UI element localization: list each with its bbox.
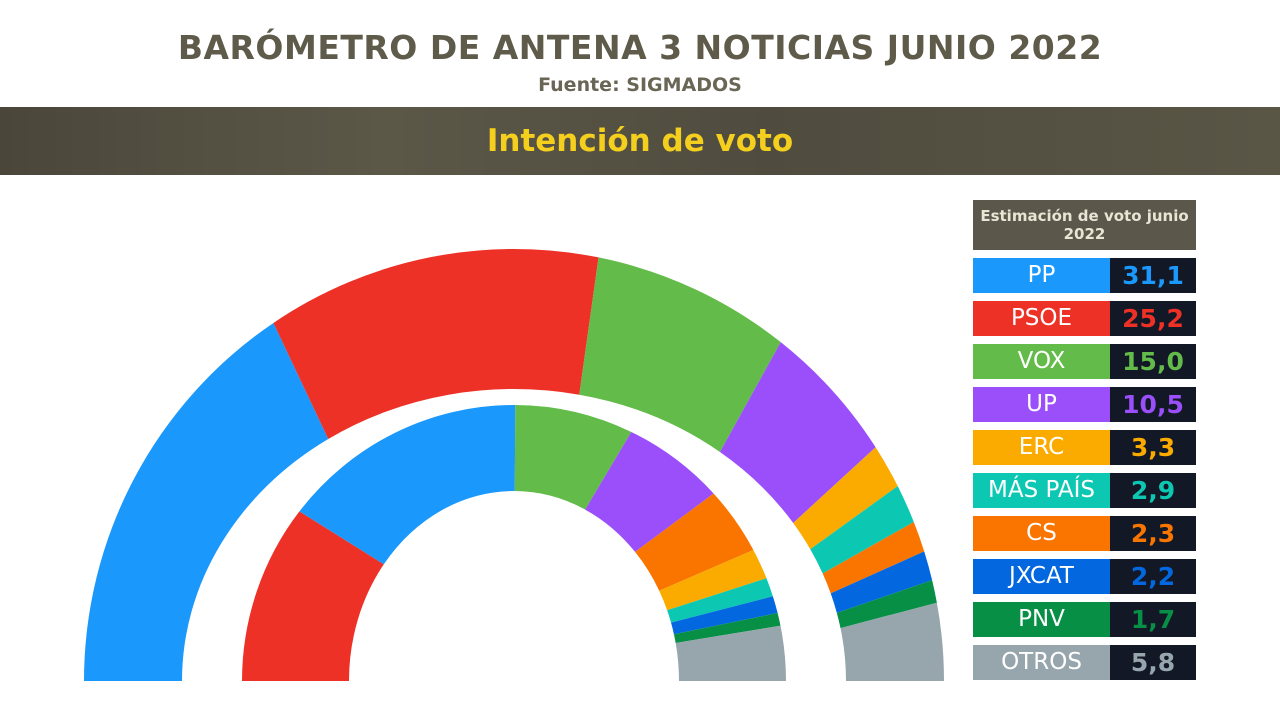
outer-segment-cs: [822, 521, 925, 594]
legend-row-otros: OTROS 5,8: [973, 645, 1196, 680]
chart-title: BARÓMETRO DE ANTENA 3 NOTICIAS JUNIO 202…: [177, 28, 1103, 67]
inner-segment-psoe: [242, 511, 384, 681]
double-donut-chart: [84, 249, 944, 681]
outer-segment-jxcat: [830, 551, 933, 613]
inner-segment-up: [585, 431, 714, 552]
legend-label: JXCAT: [973, 559, 1110, 594]
subtitle-band: Intención de voto: [0, 107, 1280, 175]
legend-label: VOX: [973, 344, 1110, 379]
inner-segment-erc: [659, 549, 767, 611]
legend-row-pp: PP 31,1: [973, 258, 1196, 293]
inner-segment-otros: [675, 625, 786, 681]
outer-segment-m-s-pa-s: [810, 486, 914, 574]
inner-segment-jxcat: [671, 596, 778, 635]
legend-value: 31,1: [1110, 258, 1196, 293]
legend-value: 2,3: [1110, 516, 1196, 551]
legend-row-up: UP 10,5: [973, 387, 1196, 422]
legend-value: 3,3: [1110, 430, 1196, 465]
legend-label: CS: [973, 516, 1110, 551]
legend-value: 2,2: [1110, 559, 1196, 594]
inner-segment-m-s-pa-s: [667, 578, 773, 623]
legend-label: PP: [973, 258, 1110, 293]
inner-segment-vox: [514, 405, 632, 510]
legend-value: 2,9: [1110, 473, 1196, 508]
legend-row-jxcat: JXCAT 2,2: [973, 559, 1196, 594]
inner-segment-pp: [299, 405, 516, 565]
source-label: Fuente: SIGMADOS: [538, 74, 742, 96]
legend-row-vox: VOX 15,0: [973, 344, 1196, 379]
legend-value: 25,2: [1110, 301, 1196, 336]
legend-value: 5,8: [1110, 645, 1196, 680]
inner-segment-cs: [635, 493, 754, 591]
outer-segment-psoe: [273, 249, 599, 439]
outer-segment-pp: [84, 322, 329, 681]
legend-row-cs: CS 2,3: [973, 516, 1196, 551]
outer-segment-vox: [579, 257, 781, 452]
legend-label: MÁS PAÍS: [973, 473, 1110, 508]
outer-segment-pnv: [836, 580, 937, 629]
outer-segment-otros: [840, 602, 944, 681]
chart-subtitle: Intención de voto: [486, 123, 794, 159]
legend-row-m-s-pa-s: MÁS PAÍS 2,9: [973, 473, 1196, 508]
legend-label: OTROS: [973, 645, 1110, 680]
legend-row-pnv: PNV 1,7: [973, 602, 1196, 637]
legend-label: ERC: [973, 430, 1110, 465]
outer-segment-up: [719, 342, 876, 523]
legend-row-erc: ERC 3,3: [973, 430, 1196, 465]
legend-value: 1,7: [1110, 602, 1196, 637]
legend-title: Estimación de voto junio 2022: [973, 200, 1196, 250]
outer-segment-erc: [793, 447, 898, 550]
legend-label: PNV: [973, 602, 1110, 637]
legend-value: 15,0: [1110, 344, 1196, 379]
legend-value: 10,5: [1110, 387, 1196, 422]
legend-table: Estimación de voto junio 2022 PP 31,1 PSOE…: [973, 200, 1196, 680]
inner-segment-pnv: [673, 613, 781, 643]
legend-row-psoe: PSOE 25,2: [973, 301, 1196, 336]
legend-label: PSOE: [973, 301, 1110, 336]
legend-label: UP: [973, 387, 1110, 422]
